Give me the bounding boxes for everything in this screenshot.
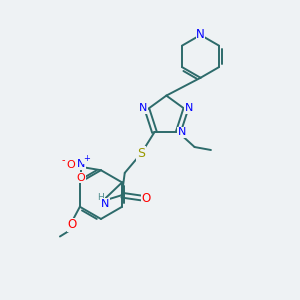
Text: O: O [68, 218, 77, 231]
Text: +: + [84, 154, 90, 164]
Text: -: - [61, 155, 65, 165]
Text: N: N [178, 127, 186, 137]
Text: S: S [137, 147, 145, 160]
Text: O: O [77, 172, 85, 183]
Text: N: N [140, 103, 148, 113]
Text: N: N [196, 28, 205, 41]
Text: N: N [101, 199, 110, 208]
Text: N: N [185, 103, 193, 113]
Text: N: N [77, 159, 85, 169]
Text: O: O [142, 192, 151, 205]
Text: O: O [66, 160, 75, 170]
Text: H: H [98, 193, 104, 202]
